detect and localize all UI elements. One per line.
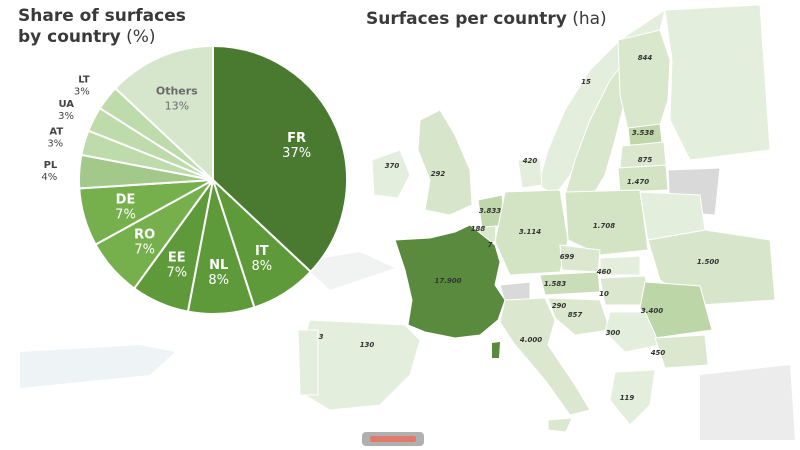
map-value-label: 3 bbox=[319, 333, 324, 341]
region-austria bbox=[539, 271, 601, 296]
pie-pct-nl: 8% bbox=[208, 273, 229, 288]
background-landmass bbox=[300, 252, 395, 290]
map-value-label: 1.583 bbox=[544, 280, 566, 288]
pie-label-ee: EE bbox=[168, 251, 186, 266]
region-corsica bbox=[492, 342, 500, 358]
map-value-label: 7 bbox=[488, 241, 493, 249]
background-landmass bbox=[20, 345, 175, 388]
map-value-label: 188 bbox=[471, 225, 486, 233]
map-title-unit: (ha) bbox=[566, 9, 607, 29]
region-germany bbox=[494, 189, 569, 276]
pie-label-pl: PL bbox=[44, 160, 58, 171]
map-value-label: 1.708 bbox=[593, 222, 615, 230]
pie-pct-it: 8% bbox=[252, 259, 273, 274]
region-balkans bbox=[604, 311, 661, 353]
region-france bbox=[394, 224, 506, 339]
map-value-label: 460 bbox=[597, 268, 612, 276]
map-value-label: 1.500 bbox=[697, 258, 719, 266]
map-value-label: 4.000 bbox=[520, 336, 542, 344]
pie-title-line2: by country (%) bbox=[18, 27, 186, 48]
map-title-bold: Surfaces per country bbox=[366, 9, 567, 29]
pie-label-ua: UA bbox=[58, 99, 74, 110]
pie-pct-others: 13% bbox=[165, 99, 189, 112]
pie-chart: FR37%IT8%NL8%EE7%RO7%DE7%PL4%AT3%UA3%LT3… bbox=[41, 44, 348, 315]
pie-pct-fr: 37% bbox=[282, 146, 311, 161]
pie-title-unit: (%) bbox=[120, 27, 156, 47]
region-latvia bbox=[619, 141, 667, 169]
pie-title: Share of surfaces by country (%) bbox=[18, 6, 186, 48]
region-greece bbox=[609, 369, 656, 426]
pie-pct-ro: 7% bbox=[134, 242, 155, 257]
map-value-label: 857 bbox=[568, 311, 583, 319]
pie-label-it: IT bbox=[255, 244, 269, 259]
pie-pct-ee: 7% bbox=[166, 266, 187, 281]
region-italy bbox=[499, 297, 591, 416]
region-poland bbox=[564, 189, 649, 256]
map-value-label: 699 bbox=[560, 253, 575, 261]
pie-label-at: AT bbox=[49, 126, 63, 137]
map-value-label: 290 bbox=[552, 302, 567, 310]
region-denmark bbox=[517, 157, 543, 189]
region-russia-north bbox=[664, 4, 771, 161]
pie-pct-pl: 4% bbox=[41, 172, 57, 183]
map-value-label: 3.538 bbox=[632, 129, 654, 137]
pie-title-line2-bold: by country bbox=[18, 27, 121, 47]
region-portugal bbox=[297, 329, 319, 396]
region-sicily bbox=[547, 417, 573, 433]
pie-label-nl: NL bbox=[209, 258, 228, 273]
region-slovakia bbox=[599, 255, 641, 276]
map-value-label: 370 bbox=[385, 162, 400, 170]
map-value-label: 300 bbox=[606, 329, 621, 337]
pie-label-ro: RO bbox=[134, 227, 155, 242]
map-value-label: 10 bbox=[599, 290, 609, 298]
map-value-label: 420 bbox=[523, 157, 538, 165]
pie-label-de: DE bbox=[116, 192, 136, 207]
map-value-label: 17.900 bbox=[434, 277, 461, 285]
decorative-device bbox=[362, 432, 424, 446]
map-value-label: 130 bbox=[360, 341, 375, 349]
region-turkey bbox=[700, 365, 795, 440]
map-value-label: 844 bbox=[638, 54, 653, 62]
pie-pct-at: 3% bbox=[47, 138, 63, 149]
region-lithuania bbox=[617, 164, 669, 193]
region-slovenia-croatia bbox=[547, 297, 611, 336]
map-value-label: 875 bbox=[638, 156, 653, 164]
map-value-label: 3.114 bbox=[519, 228, 541, 236]
pie-slice-fr bbox=[212, 44, 348, 274]
map-value-label: 3.400 bbox=[641, 307, 663, 315]
region-ireland bbox=[371, 149, 411, 199]
map-value-label: 292 bbox=[431, 170, 446, 178]
pie-label-others: Others bbox=[156, 84, 198, 97]
map-value-label: 15 bbox=[581, 78, 591, 86]
pie-title-line1: Share of surfaces bbox=[18, 6, 186, 26]
pie-label-lt: LT bbox=[78, 74, 90, 85]
region-romania bbox=[639, 281, 713, 339]
pie-pct-de: 7% bbox=[115, 207, 136, 222]
pie-label-fr: FR bbox=[287, 131, 306, 146]
map-value-label: 450 bbox=[651, 349, 666, 357]
pie-pct-ua: 3% bbox=[58, 111, 74, 122]
region-bulgaria bbox=[654, 334, 709, 369]
region-uk bbox=[417, 109, 473, 216]
map-value-label: 1.470 bbox=[627, 178, 649, 186]
region-finland bbox=[617, 29, 671, 131]
pie-pct-lt: 3% bbox=[74, 86, 90, 97]
pie-slice-others bbox=[113, 44, 214, 183]
map-title: Surfaces per country (ha) bbox=[366, 9, 607, 29]
map-value-label: 119 bbox=[620, 394, 635, 402]
map-value-label: 3.833 bbox=[479, 207, 501, 215]
